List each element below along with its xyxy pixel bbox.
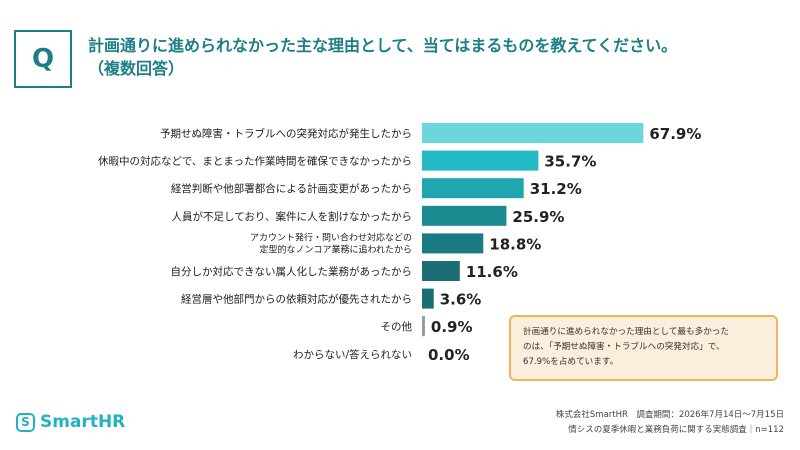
bar-8 bbox=[422, 316, 425, 337]
value-label-2: 35.7% bbox=[544, 153, 596, 171]
value-label-5: 18.8% bbox=[489, 235, 541, 253]
value-label-1: 67.9% bbox=[649, 125, 701, 143]
value-label-3: 31.2% bbox=[530, 180, 582, 198]
callout-line-2: のは、「予期せぬ障害・トラブルへの突発対応」で、 bbox=[523, 342, 725, 352]
value-label-9: 0.0% bbox=[428, 346, 470, 364]
footer-line-1: 株式会社SmartHR 調査期間：2026年7月14日〜7月15日 bbox=[555, 410, 784, 420]
smarthr-logo-icon: S bbox=[16, 412, 35, 432]
bar-3 bbox=[422, 178, 524, 199]
footer-info: 株式会社SmartHR 調査期間：2026年7月14日〜7月15日 情シスの夏季… bbox=[556, 408, 784, 438]
bar-5 bbox=[422, 233, 484, 254]
bar-6 bbox=[422, 261, 460, 281]
category-label-1: 予期せぬ障害・トラブルへの突発対応が発生したから bbox=[160, 127, 412, 140]
category-label-5-line-2: 定型的なノンコア業務に追われたから bbox=[259, 243, 412, 255]
callout-line-3: 67.9%を占めています。 bbox=[523, 357, 619, 367]
category-label-4: 人員が不足しており、案件に人を割けなかったから bbox=[172, 210, 412, 223]
category-label-5-line-1: アカウント発行・問い合わせ対応などの bbox=[250, 231, 412, 243]
question-badge: Q bbox=[14, 30, 72, 88]
value-label-7: 3.6% bbox=[440, 291, 482, 309]
bar-7 bbox=[422, 288, 434, 309]
value-label-8: 0.9% bbox=[431, 318, 473, 336]
bar-1 bbox=[422, 123, 644, 143]
bar-2 bbox=[422, 150, 539, 171]
callout-line-1: 計画通りに進められなかった理由として最も多かった bbox=[523, 327, 729, 337]
title-line-1: 計画通りに進められなかった主な理由として、当てはまるものを教えてください。 bbox=[88, 36, 678, 55]
value-label-4: 25.9% bbox=[512, 208, 564, 226]
brand-logo: S SmartHR bbox=[16, 412, 125, 432]
category-label-6: 自分しか対応できない属人化した業務があったから bbox=[171, 265, 413, 278]
category-label-3: 経営判断や他部署都合による計画変更があったから bbox=[171, 182, 412, 195]
category-label-9: わからない/答えられない bbox=[293, 348, 412, 361]
category-label-7: 経営層や他部門からの依頼対応が優先されたから bbox=[181, 293, 412, 306]
callout-box: 計画通りに進められなかった理由として最も多かった のは、「予期せぬ障害・トラブル… bbox=[509, 315, 778, 381]
value-label-6: 11.6% bbox=[466, 263, 518, 281]
footer-line-2: 情シスの夏季休暇と業務負荷に関する実態調査｜n=112 bbox=[568, 425, 784, 435]
category-label-2: 休暇中の対応などで、まとまった作業時間を確保できなかったから bbox=[98, 155, 412, 168]
title-line-2: （複数回答） bbox=[88, 59, 185, 78]
bar-4 bbox=[422, 205, 507, 226]
category-label-8: その他 bbox=[381, 320, 413, 333]
page-title: 計画通りに進められなかった主な理由として、当てはまるものを教えてください。 （複… bbox=[88, 34, 788, 80]
brand-name: SmartHR bbox=[40, 412, 126, 432]
